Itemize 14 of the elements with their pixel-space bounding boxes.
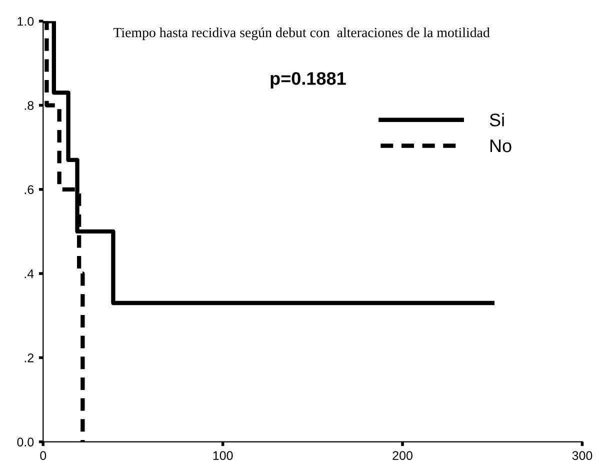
y-tick-label: 1.0 bbox=[18, 16, 34, 26]
y-tick-label: .6 bbox=[24, 185, 34, 194]
legend-label: Si bbox=[490, 113, 504, 126]
y-tick-label: 0.0 bbox=[17, 438, 34, 446]
y-tick-label: .8 bbox=[24, 101, 34, 110]
x-tick-label: 100 bbox=[213, 451, 233, 460]
annotation: p=0.1881 bbox=[270, 72, 346, 88]
y-tick-label: .4 bbox=[24, 269, 34, 278]
legend-label: No bbox=[490, 140, 512, 152]
y-tick-label: .2 bbox=[24, 353, 34, 362]
x-tick-label: 300 bbox=[572, 451, 592, 460]
x-tick-label: 200 bbox=[392, 451, 412, 460]
chart-title: Tiempo hasta recidiva según debut con alteraciones de la motilidad bbox=[113, 27, 490, 40]
x-tick-label: 0 bbox=[40, 451, 46, 460]
